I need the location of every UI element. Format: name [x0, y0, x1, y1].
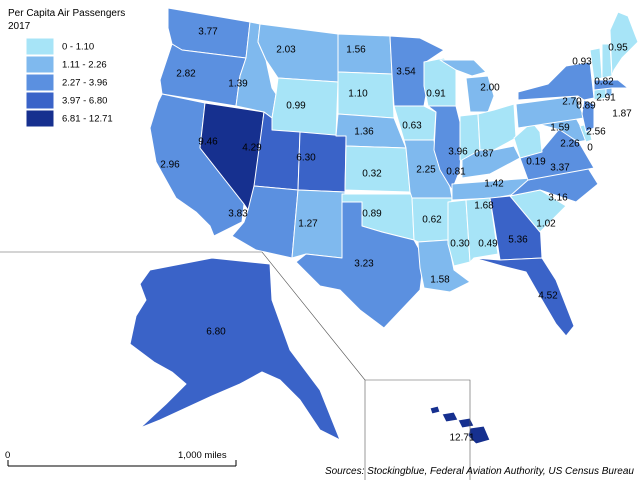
value-label-me: 0.95	[608, 43, 628, 54]
legend-label-5: 6.81 - 12.71	[62, 114, 113, 125]
value-label-ak: 6.80	[206, 327, 226, 338]
value-label-va: 3.37	[550, 163, 570, 174]
value-label-mt: 2.03	[276, 45, 296, 56]
legend-title: Per Capita Air Passengers	[8, 8, 125, 19]
state-me	[609, 11, 639, 77]
value-label-md: 2.26	[560, 139, 580, 150]
scale-start-label: 0	[5, 450, 10, 461]
value-label-wa: 3.77	[198, 27, 218, 38]
value-label-in: 0.81	[446, 167, 466, 178]
value-label-sd: 1.10	[348, 89, 368, 100]
legend-label-2: 1.11 - 2.26	[62, 60, 107, 71]
state-ny	[517, 61, 595, 101]
value-label-al: 0.49	[478, 239, 498, 250]
value-label-ct: 0.89	[576, 101, 596, 112]
legend: Per Capita Air Passengers 2017 0 - 1.10 1…	[8, 8, 125, 128]
value-label-ri: 1.87	[612, 109, 632, 120]
state-ms	[447, 199, 471, 267]
value-label-ga: 5.36	[508, 235, 528, 246]
state-ak	[129, 257, 341, 441]
state-shapes	[129, 7, 639, 445]
value-label-il: 3.96	[448, 147, 468, 158]
state-ma	[593, 79, 629, 91]
state-fl	[473, 257, 575, 337]
value-label-vt: 0.93	[572, 57, 592, 68]
value-label-ne: 1.36	[354, 127, 374, 138]
legend-label-1: 0 - 1.10	[62, 42, 94, 53]
value-label-sc: 1.02	[536, 219, 556, 230]
value-label-wy: 0.99	[286, 101, 306, 112]
value-label-nh: 0.82	[594, 77, 614, 88]
scale-bar: 0 1,000 miles	[5, 450, 237, 467]
state-tx	[295, 201, 425, 329]
value-label-wv: 0.19	[526, 157, 546, 168]
state-ky	[461, 145, 521, 179]
value-label-ia: 0.63	[402, 121, 422, 132]
legend-swatch-2	[25, 55, 55, 74]
legend-label-4: 3.97 - 6.80	[62, 96, 107, 107]
value-label-az: 3.83	[228, 209, 248, 220]
legend-swatch-3	[25, 73, 55, 92]
value-label-hi: 12.71	[449, 433, 474, 444]
value-label-ar: 0.62	[422, 215, 442, 226]
value-label-ks: 0.32	[362, 169, 382, 180]
inset-frames	[0, 251, 471, 480]
value-label-ut: 4.29	[242, 143, 262, 154]
value-label-mo: 2.25	[416, 165, 436, 176]
value-label-ma: 2.91	[596, 93, 616, 104]
value-label-ca: 2.96	[160, 160, 180, 171]
hawaii-inset-frame	[365, 379, 471, 480]
value-label-nd: 1.56	[346, 45, 366, 56]
value-label-nj: 2.56	[586, 127, 606, 138]
value-label-ny: 2.70	[562, 97, 582, 108]
state-mi	[439, 59, 495, 113]
value-label-ms: 0.30	[450, 239, 470, 250]
value-label-tx: 3.23	[354, 259, 374, 270]
legend-label-3: 2.27 - 3.96	[62, 78, 107, 89]
state-mt	[257, 23, 339, 83]
value-label-ok: 0.89	[362, 209, 382, 220]
value-label-ky: 1.42	[484, 179, 504, 190]
value-label-de: 0	[587, 143, 593, 154]
state-al	[465, 197, 499, 263]
source-note: Sources: Stockingblue, Federal Aviation …	[325, 466, 634, 477]
value-label-tn: 1.68	[474, 201, 494, 212]
value-label-nc: 3.16	[548, 193, 568, 204]
value-label-nv: 9.46	[198, 137, 218, 148]
legend-items: 0 - 1.10 1.11 - 2.26 2.27 - 3.96 3.97 - 6.8…	[25, 37, 113, 128]
value-label-or: 2.82	[176, 69, 196, 80]
value-label-mi: 2.00	[480, 83, 500, 94]
value-label-mn: 3.54	[396, 67, 416, 78]
value-labels: 3.77 2.82 2.96 9.46 1.39 2.03 0.99 4.29 6.30 3.83…	[160, 27, 632, 444]
legend-swatch-4	[25, 91, 55, 110]
value-label-co: 6.30	[296, 153, 316, 164]
value-label-fl: 4.52	[538, 291, 558, 302]
value-label-nm: 1.27	[298, 219, 318, 230]
value-label-la: 1.58	[430, 275, 450, 286]
legend-swatch-1	[25, 37, 55, 56]
value-label-id: 1.39	[228, 79, 248, 90]
state-ga	[489, 195, 543, 261]
scale-end-label: 1,000 miles	[178, 450, 227, 461]
value-label-oh: 0.87	[474, 149, 494, 160]
state-nj	[581, 99, 595, 133]
legend-subtitle: 2017	[8, 21, 31, 32]
legend-swatch-5	[25, 109, 55, 128]
value-label-pa: 1.59	[550, 123, 570, 134]
value-label-wi: 0.91	[426, 89, 446, 100]
alaska-inset-frame	[0, 251, 366, 480]
state-hi	[429, 405, 491, 445]
